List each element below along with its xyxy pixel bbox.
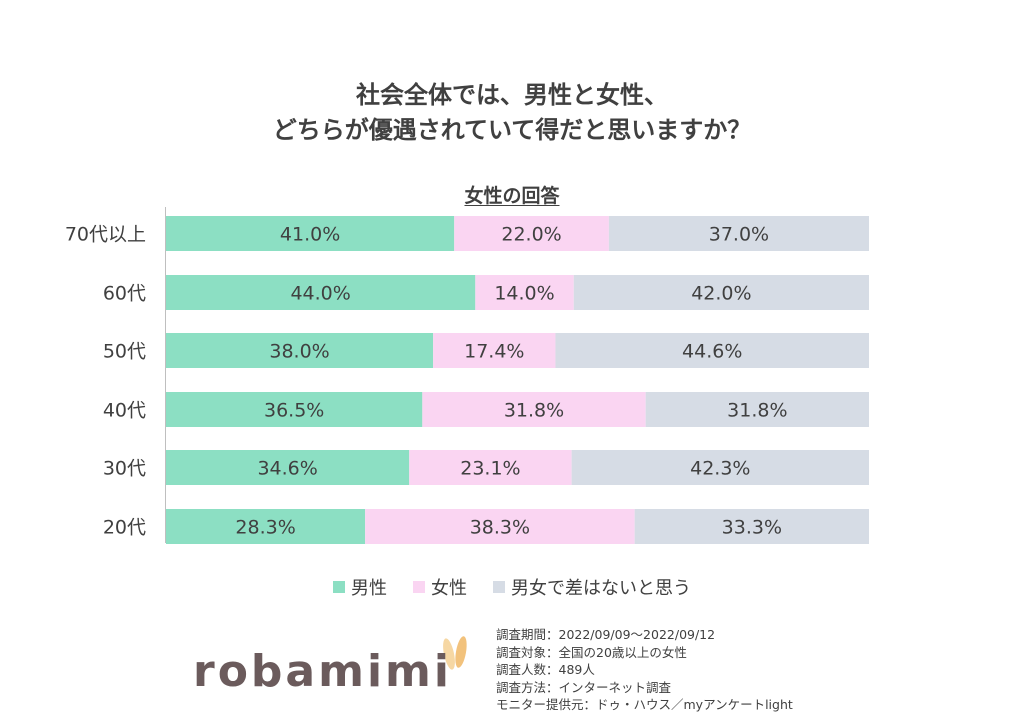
legend-label-equal: 男女で差はないと思う	[511, 574, 691, 600]
note-count: 調査人数：489人	[496, 661, 793, 679]
legend-label-female: 女性	[431, 574, 467, 600]
brand-logo: robamimi	[193, 646, 452, 697]
data-label: 31.8%	[727, 400, 787, 422]
data-label: 33.3%	[722, 517, 782, 539]
data-label: 34.6%	[257, 458, 317, 480]
data-label: 17.4%	[464, 341, 524, 363]
legend-swatch-female	[413, 581, 425, 593]
data-label: 28.3%	[235, 517, 295, 539]
data-label: 22.0%	[501, 224, 561, 246]
category-label: 70代以上	[65, 224, 146, 246]
legend-item-female: 女性	[413, 574, 467, 600]
legend-item-equal: 男女で差はないと思う	[493, 574, 691, 600]
note-target: 調査対象：全国の20歳以上の女性	[496, 644, 793, 662]
data-label: 36.5%	[264, 400, 324, 422]
legend-swatch-equal	[493, 581, 505, 593]
survey-notes: 調査期間：2022/09/09～2022/09/12 調査対象：全国の20歳以上…	[496, 626, 793, 714]
data-label: 38.0%	[269, 341, 329, 363]
data-label: 23.1%	[460, 458, 520, 480]
legend-label-male: 男性	[351, 574, 387, 600]
data-label: 44.6%	[682, 341, 742, 363]
legend-swatch-male	[333, 581, 345, 593]
data-label: 31.8%	[504, 400, 564, 422]
note-method: 調査方法：インターネット調査	[496, 679, 793, 697]
data-label: 44.0%	[290, 283, 350, 305]
data-label: 37.0%	[709, 224, 769, 246]
category-label: 40代	[103, 400, 146, 422]
data-label: 41.0%	[280, 224, 340, 246]
data-label: 14.0%	[494, 283, 554, 305]
data-label: 38.3%	[470, 517, 530, 539]
category-label: 60代	[103, 283, 146, 305]
data-label: 42.0%	[691, 283, 751, 305]
data-label: 42.3%	[690, 458, 750, 480]
chart-legend: 男性 女性 男女で差はないと思う	[0, 574, 1024, 600]
category-label: 30代	[103, 458, 146, 480]
legend-item-male: 男性	[333, 574, 387, 600]
category-label: 50代	[103, 341, 146, 363]
category-label: 20代	[103, 517, 146, 539]
note-period: 調査期間：2022/09/09～2022/09/12	[496, 626, 793, 644]
note-provider: モニター提供元：ドゥ・ハウス／myアンケートlight	[496, 696, 793, 714]
